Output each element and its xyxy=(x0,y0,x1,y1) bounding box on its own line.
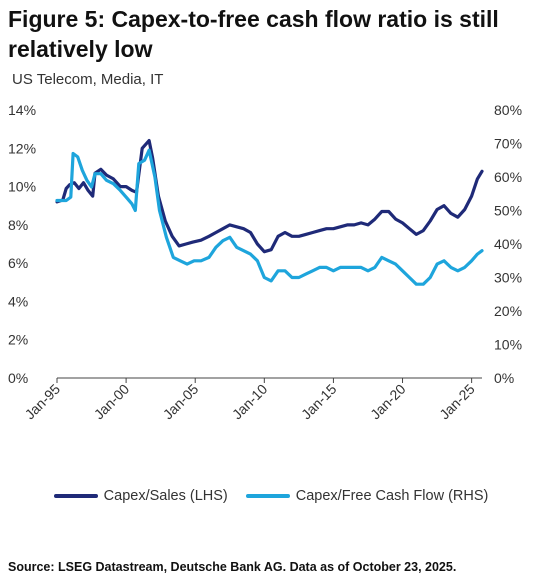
y-right-tick-label: 60% xyxy=(494,169,522,185)
y-right-tick-label: 80% xyxy=(494,102,522,118)
y-right-tick-label: 30% xyxy=(494,270,522,286)
source-note: Source: LSEG Datastream, Deutsche Bank A… xyxy=(8,560,457,574)
chart-title: Figure 5: Capex-to-free cash flow ratio … xyxy=(8,6,499,62)
x-tick-label: Jan-05 xyxy=(160,381,202,423)
x-tick-label: Jan-20 xyxy=(367,381,409,423)
y-right-tick-label: 10% xyxy=(494,337,522,353)
y-left-tick-label: 14% xyxy=(8,102,36,118)
x-tick-label: Jan-00 xyxy=(91,381,133,423)
legend-label-capex-sales: Capex/Sales (LHS) xyxy=(103,488,228,504)
y-right-tick-label: 0% xyxy=(494,370,514,386)
chart-legend: Capex/Sales (LHS) Capex/Free Cash Flow (… xyxy=(0,488,542,504)
y-right-tick-label: 40% xyxy=(494,236,522,252)
y-left-tick-label: 2% xyxy=(8,332,28,348)
x-tick-label: Jan-10 xyxy=(229,381,271,423)
x-tick-label: Jan-95 xyxy=(22,381,64,423)
y-left-tick-label: 6% xyxy=(8,255,28,271)
y-right-tick-label: 70% xyxy=(494,136,522,152)
legend-item-capex-sales: Capex/Sales (LHS) xyxy=(53,488,228,504)
y-left-tick-label: 12% xyxy=(8,140,36,156)
x-tick-label: Jan-15 xyxy=(298,381,340,423)
series-line-capex-fcf xyxy=(55,148,484,286)
line-chart: 0% 2% 4% 6% 8% 10% 12% 14% 0% 10% 20% 30% 40% 50% 60% 7… xyxy=(8,102,522,423)
y-left-tick-label: 0% xyxy=(8,370,28,386)
y-right-tick-label: 50% xyxy=(494,203,522,219)
y-right-tick-label: 20% xyxy=(494,303,522,319)
legend-item-capex-fcf: Capex/Free Cash Flow (RHS) xyxy=(245,488,489,504)
x-tick-label: Jan-25 xyxy=(436,381,478,423)
legend-label-capex-fcf: Capex/Free Cash Flow (RHS) xyxy=(295,488,489,504)
y-left-tick-label: 8% xyxy=(8,217,28,233)
chart-subtitle: US Telecom, Media, IT xyxy=(12,71,164,88)
series-line-capex-sales xyxy=(55,139,484,254)
legend-swatch-capex-sales xyxy=(53,494,98,498)
y-left-tick-label: 10% xyxy=(8,179,36,195)
y-left-tick-label: 4% xyxy=(8,293,28,309)
legend-swatch-capex-fcf xyxy=(245,494,290,498)
